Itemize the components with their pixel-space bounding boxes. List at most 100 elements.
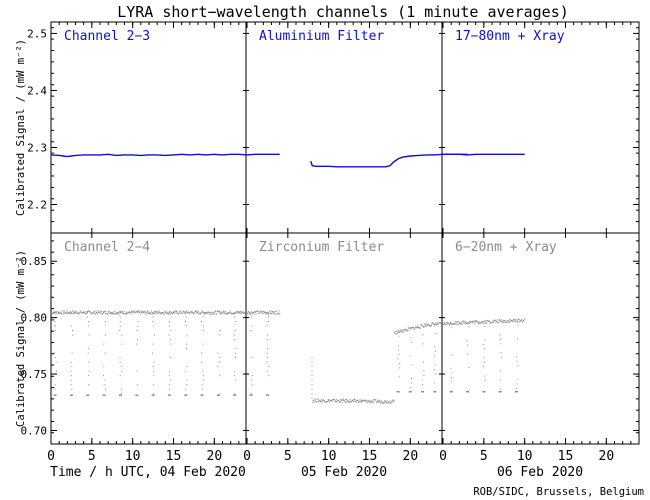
scatter-point <box>427 323 429 325</box>
scatter-point <box>187 312 189 314</box>
scatter-point <box>193 313 195 315</box>
scatter-point <box>214 311 216 313</box>
scatter-point <box>312 401 314 403</box>
scatter-point <box>499 379 501 381</box>
scatter-point <box>136 384 138 386</box>
scatter-point <box>429 325 431 327</box>
scatter-point <box>54 312 55 313</box>
scatter-point <box>386 400 388 402</box>
scatter-point <box>267 339 269 341</box>
scatter-point <box>414 328 416 330</box>
scatter-point <box>103 311 105 313</box>
scatter-point <box>186 311 188 313</box>
panel-frame <box>50 232 640 445</box>
scatter-point <box>327 401 328 403</box>
scatter-point <box>143 312 145 314</box>
series-line-2 <box>310 153 468 168</box>
scatter-point <box>478 321 480 323</box>
scatter-point <box>152 313 154 315</box>
scatter-point <box>133 312 135 314</box>
scatter-point <box>455 323 457 325</box>
y-tick-label: 0.80 <box>21 312 48 325</box>
scatter-point <box>265 394 269 396</box>
scatter-point <box>411 382 413 384</box>
scatter-point <box>165 311 167 313</box>
scatter-point <box>72 312 74 314</box>
scatter-point <box>411 341 413 343</box>
scatter-point <box>185 313 187 315</box>
scatter-point <box>411 327 413 329</box>
scatter-point <box>411 364 413 366</box>
scatter-point <box>119 357 121 359</box>
scatter-point <box>435 350 437 352</box>
scatter-point <box>311 370 313 372</box>
scatter-point <box>73 312 75 314</box>
scatter-point <box>182 310 184 312</box>
scatter-point <box>433 391 437 393</box>
scatter-point <box>213 312 215 314</box>
scatter-point <box>447 321 449 323</box>
scatter-point <box>136 330 138 331</box>
scatter-point <box>314 399 316 401</box>
scatter-point <box>78 313 80 315</box>
scatter-point <box>484 325 486 327</box>
scatter-point <box>413 329 415 331</box>
scatter-point <box>217 366 219 368</box>
scatter-point <box>515 391 518 393</box>
scatter-point <box>153 375 155 377</box>
scatter-point <box>184 394 188 396</box>
scatter-point <box>69 313 71 315</box>
chart-title: LYRA short−wavelength channels (1 minute… <box>117 3 569 21</box>
scatter-point <box>345 401 347 403</box>
scatter-series-2 <box>311 357 395 404</box>
scatter-point <box>493 321 495 323</box>
scatter-point <box>66 313 68 315</box>
scatter-point <box>500 352 502 354</box>
scatter-point <box>432 322 434 324</box>
scatter-point <box>152 343 154 345</box>
scatter-point <box>336 399 338 400</box>
scatter-point <box>104 312 106 314</box>
scatter-point <box>500 320 502 322</box>
scatter-point <box>261 312 263 314</box>
scatter-point <box>458 321 460 322</box>
scatter-point <box>260 310 262 312</box>
scatter-point <box>262 313 264 315</box>
scatter-point <box>233 339 235 341</box>
scatter-point <box>204 313 206 315</box>
scatter-point <box>70 375 72 377</box>
x-tick-label: 20 <box>207 449 223 464</box>
series-line-3 <box>443 153 525 156</box>
scatter-point <box>137 321 139 322</box>
scatter-point <box>492 319 494 321</box>
scatter-point <box>152 366 154 368</box>
scatter-point <box>227 312 229 314</box>
scatter-point <box>365 400 367 402</box>
scatter-point <box>71 330 73 331</box>
scatter-point <box>196 312 197 314</box>
scatter-point <box>182 311 184 313</box>
scatter-point <box>505 321 507 323</box>
scatter-point <box>511 320 513 321</box>
scatter-point <box>338 399 340 401</box>
scatter-point <box>226 313 228 315</box>
scatter-point <box>103 343 105 345</box>
scatter-point <box>218 375 220 377</box>
scatter-point <box>92 312 94 314</box>
scatter-point <box>398 344 400 346</box>
scatter-point <box>211 313 213 315</box>
scatter-point <box>435 373 437 375</box>
scatter-point <box>344 400 346 402</box>
scatter-point <box>200 312 202 314</box>
scatter-point <box>517 324 519 326</box>
scatter-point <box>518 321 520 323</box>
scatter-point <box>142 311 144 312</box>
scatter-point <box>55 370 57 372</box>
scatter-point <box>352 400 354 401</box>
scatter-point <box>404 329 406 331</box>
scatter-point <box>93 311 95 313</box>
x-tick-label: 5 <box>480 449 488 464</box>
scatter-point <box>153 393 155 395</box>
